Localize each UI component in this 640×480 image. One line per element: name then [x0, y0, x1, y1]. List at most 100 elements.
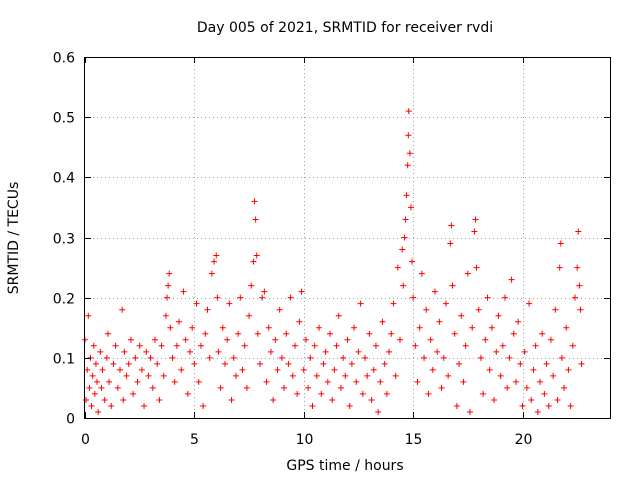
data-point — [178, 366, 185, 373]
x-axis-label: GPS time / hours — [286, 458, 403, 474]
y-tick-label: 0.3 — [53, 232, 75, 248]
data-point — [402, 216, 409, 223]
data-point — [103, 354, 110, 361]
data-point — [576, 282, 583, 289]
data-point — [519, 402, 526, 409]
data-point — [550, 372, 557, 379]
data-point — [158, 342, 165, 349]
data-point — [171, 378, 178, 385]
data-point — [154, 360, 161, 367]
data-point — [409, 258, 416, 265]
data-point — [134, 378, 141, 385]
data-point — [340, 354, 347, 361]
data-point — [125, 360, 132, 367]
data-point — [372, 342, 379, 349]
data-point — [243, 384, 250, 391]
data-point — [337, 384, 344, 391]
data-point — [440, 354, 447, 361]
y-tick-label: 0.4 — [53, 171, 75, 187]
data-point — [197, 342, 204, 349]
data-point — [251, 198, 258, 205]
x-tick-label: 0 — [81, 432, 90, 448]
x-tick-label: 5 — [190, 432, 199, 448]
data-point — [484, 294, 491, 301]
data-point — [333, 342, 340, 349]
data-point — [577, 306, 584, 313]
data-point — [486, 366, 493, 373]
x-tick-label: 10 — [296, 432, 314, 448]
data-point — [182, 336, 189, 343]
x-tick-label: 15 — [405, 432, 423, 448]
data-point — [537, 378, 543, 385]
data-point — [94, 378, 101, 385]
data-point — [250, 258, 257, 265]
data-point — [298, 288, 305, 295]
data-point — [287, 294, 294, 301]
data-point — [473, 264, 480, 271]
data-point — [532, 342, 539, 349]
data-point — [416, 324, 423, 331]
data-point — [515, 318, 522, 325]
data-point — [436, 318, 443, 325]
data-point — [165, 282, 172, 289]
data-point — [388, 330, 395, 337]
data-point — [267, 348, 274, 355]
data-point — [432, 288, 438, 295]
data-point — [316, 324, 323, 331]
data-point — [281, 384, 288, 391]
data-point — [254, 330, 261, 337]
data-point — [253, 252, 260, 259]
data-point — [346, 402, 353, 409]
data-point — [206, 354, 213, 361]
data-point — [404, 162, 411, 169]
data-point — [272, 336, 279, 343]
data-point — [95, 408, 102, 415]
data-point — [475, 306, 482, 313]
grid-lines — [85, 57, 610, 418]
data-point — [85, 312, 92, 319]
data-point — [574, 264, 581, 271]
data-point — [173, 342, 180, 349]
y-tick-label: 0 — [66, 412, 75, 428]
y-tick-label: 0.5 — [53, 111, 75, 127]
data-point — [305, 384, 312, 391]
data-point — [447, 240, 454, 247]
data-point — [289, 372, 296, 379]
x-tick-labels: 0 5 10 15 20 — [81, 432, 532, 448]
data-point — [451, 330, 458, 337]
data-point — [355, 348, 362, 355]
data-point — [160, 372, 167, 379]
data-point — [191, 360, 198, 367]
data-point — [453, 402, 460, 409]
data-point — [136, 342, 143, 349]
data-point — [406, 150, 413, 157]
data-point — [412, 342, 419, 349]
data-point — [224, 336, 231, 343]
data-point — [219, 324, 226, 331]
data-point — [263, 378, 270, 385]
data-point — [405, 108, 412, 115]
data-point — [110, 360, 117, 367]
data-point — [381, 360, 388, 367]
data-point — [166, 270, 173, 277]
data-point — [98, 384, 105, 391]
data-point — [318, 390, 325, 397]
data-point — [274, 366, 281, 373]
data-point — [377, 378, 384, 385]
data-point — [353, 378, 360, 385]
data-point — [397, 336, 403, 343]
data-point — [309, 402, 316, 409]
data-point — [572, 294, 578, 301]
data-point — [344, 336, 351, 343]
y-tick-label: 0.2 — [53, 292, 75, 308]
data-point — [554, 396, 561, 403]
data-point — [276, 306, 283, 313]
data-point — [180, 288, 187, 295]
data-point — [392, 372, 399, 379]
data-point — [421, 354, 428, 361]
data-point — [403, 192, 410, 199]
data-point — [195, 378, 202, 385]
data-point — [117, 366, 123, 373]
data-point — [467, 408, 473, 415]
data-point — [87, 354, 94, 361]
